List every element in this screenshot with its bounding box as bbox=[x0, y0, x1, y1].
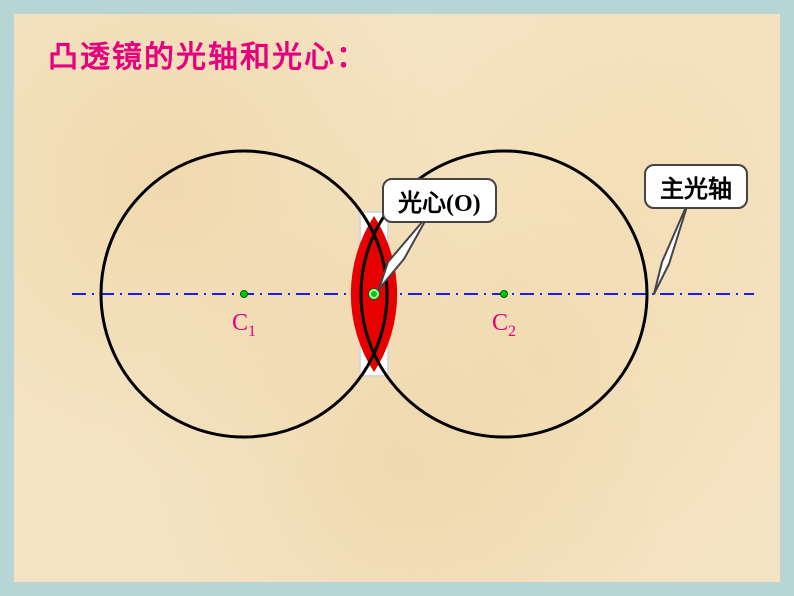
callout-pointer-axis bbox=[654, 200, 689, 294]
lens-diagram bbox=[14, 14, 780, 582]
c1-label: C1 bbox=[232, 310, 256, 341]
c1-dot bbox=[240, 290, 248, 298]
callout-principal-axis: 主光轴 bbox=[644, 164, 748, 209]
c2-label: C2 bbox=[492, 310, 516, 341]
optical-center-dot bbox=[369, 289, 379, 299]
slide-canvas: 凸透镜的光轴和光心： C1 C2 光心(O) 主光轴 bbox=[14, 14, 780, 582]
c2-dot bbox=[500, 290, 508, 298]
callout-optical-center: 光心(O) bbox=[382, 178, 497, 223]
